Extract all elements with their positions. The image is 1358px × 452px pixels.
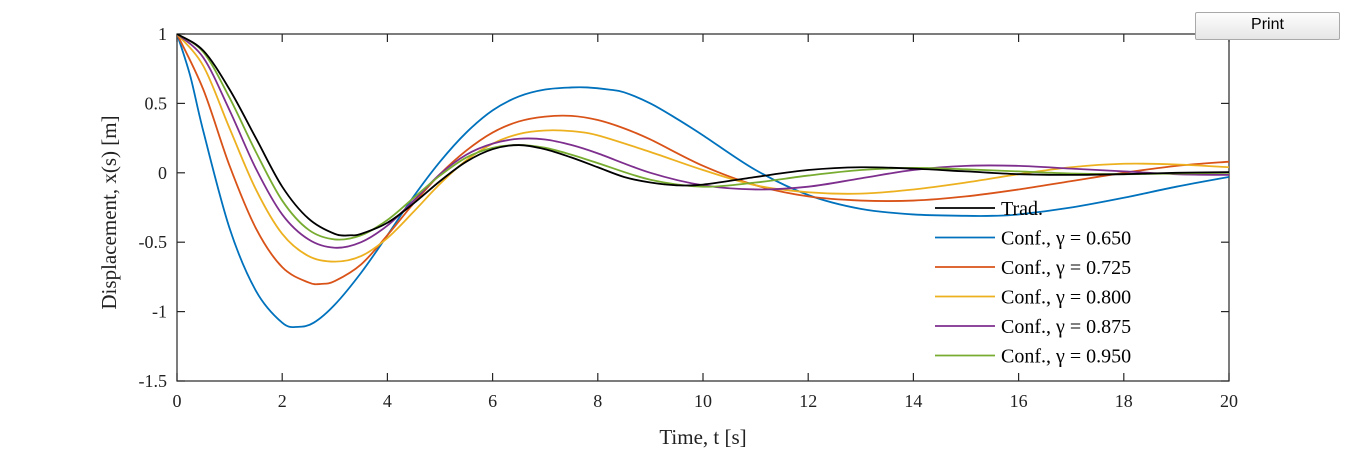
- series-line-1: [177, 34, 1229, 329]
- x-tick-label: 6: [488, 391, 497, 411]
- y-tick-label: -1.5: [139, 371, 168, 391]
- legend-label: Conf., γ = 0.950: [1001, 346, 1131, 368]
- x-tick-label: 20: [1220, 391, 1238, 411]
- series-line-2: [177, 34, 1229, 286]
- x-tick-label: 16: [1010, 391, 1028, 411]
- x-tick-label: 8: [593, 391, 602, 411]
- y-tick-label: 1: [158, 24, 167, 44]
- y-tick-label: 0.5: [145, 93, 168, 113]
- legend-label: Conf., γ = 0.650: [1001, 228, 1131, 250]
- legend-label: Conf., γ = 0.875: [1001, 316, 1131, 338]
- legend-label: Trad.: [1001, 198, 1043, 220]
- legend-label: Conf., γ = 0.725: [1001, 257, 1131, 279]
- plot-frame: [176, 33, 1230, 382]
- y-tick-label: -0.5: [139, 232, 168, 252]
- series-line-0: [177, 34, 1229, 237]
- x-tick-label: 4: [383, 391, 392, 411]
- print-button[interactable]: Print: [1195, 12, 1340, 40]
- x-tick-label: 2: [278, 391, 287, 411]
- x-tick-label: 0: [173, 391, 182, 411]
- series-line-5: [177, 34, 1229, 241]
- x-tick-label: 14: [904, 391, 922, 411]
- x-tick-label: 12: [799, 391, 817, 411]
- legend-label: Conf., γ = 0.800: [1001, 287, 1131, 309]
- series-line-4: [177, 34, 1229, 249]
- x-axis-label: Time, t [s]: [659, 425, 746, 449]
- x-tick-label: 18: [1115, 391, 1133, 411]
- y-axis-label: Displacement, x(s) [m]: [97, 115, 121, 309]
- y-tick-label: -1: [152, 302, 167, 322]
- series-line-3: [177, 34, 1229, 263]
- y-tick-label: 0: [158, 163, 167, 183]
- x-tick-label: 10: [694, 391, 712, 411]
